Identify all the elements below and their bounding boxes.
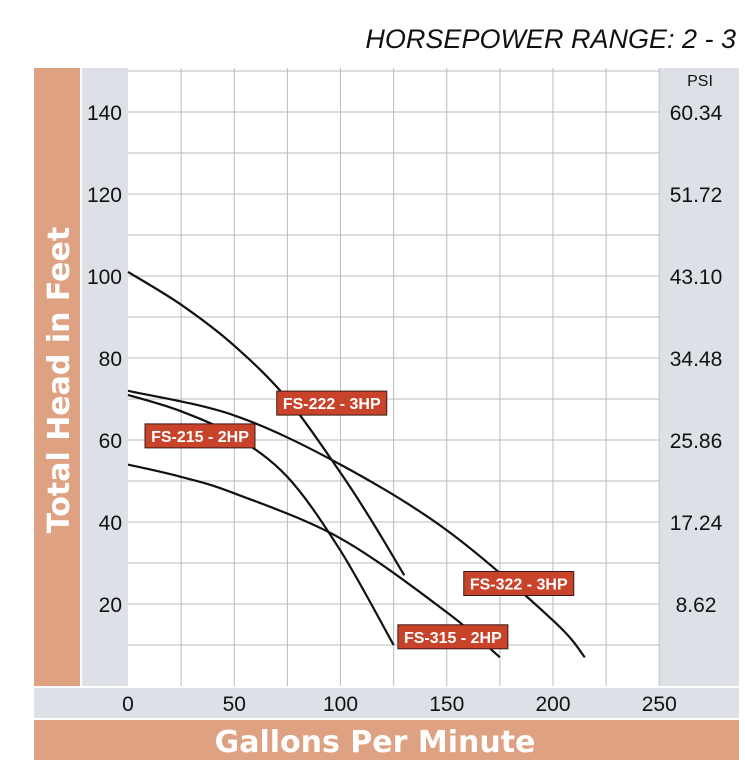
x-tick-label: 0 [122, 693, 134, 716]
y-axis-band [34, 68, 80, 686]
pump-curve [127, 389, 586, 659]
y-tick-label: 40 [99, 512, 122, 535]
x-tick-label: 250 [642, 693, 677, 716]
y-tick-label: 120 [87, 184, 122, 207]
pump-curve [127, 393, 395, 646]
y-tick-label: 100 [87, 266, 122, 289]
curve-label: FS-215 - 2HP [144, 423, 256, 449]
y-tick-label: 20 [99, 594, 122, 617]
psi-axis-label: PSI [687, 73, 713, 90]
x-tick-label: 50 [223, 693, 246, 716]
x-tick-band [34, 688, 739, 718]
curve-label-text: FS-315 - 2HP [404, 630, 502, 647]
chart-title: HORSEPOWER RANGE: 2 - 3 [365, 24, 736, 54]
psi-tick-label: 60.34 [670, 102, 723, 125]
curve-label-text: FS-322 - 3HP [470, 577, 568, 594]
curve-label: FS-315 - 2HP [397, 624, 509, 650]
y-tick-label: 80 [99, 348, 122, 371]
curve-label-text: FS-222 - 3HP [283, 396, 381, 413]
psi-tick-label: 25.86 [670, 430, 723, 453]
curve-label-box [463, 571, 575, 596]
curve-label: FS-222 - 3HP [276, 390, 388, 416]
psi-tick-label: 43.10 [670, 266, 723, 289]
x-tick-label: 100 [323, 693, 358, 716]
y-axis-label: Total Head in Feet [42, 227, 77, 533]
psi-tick-labels: 8.62 17.24 25.86 34.48 43.10 51.72 60.34 [670, 102, 723, 617]
x-tick-label: 150 [429, 693, 464, 716]
y-tick-labels: 20 40 60 80 100 120 140 [87, 102, 122, 617]
x-axis-label: Gallons Per Minute [215, 725, 536, 760]
curve-labels: FS-222 - 3HP FS-215 - 2HP FS-322 - 3HP FS-3… [144, 390, 575, 650]
psi-tick-label: 17.24 [670, 512, 723, 535]
pump-curves [127, 270, 586, 659]
y-tick-label: 140 [87, 102, 122, 125]
psi-band [662, 68, 739, 686]
curve-label: FS-322 - 3HP [463, 571, 575, 596]
curve-label-text: FS-215 - 2HP [151, 429, 249, 446]
x-tick-label: 200 [535, 693, 570, 716]
pump-curve [127, 463, 501, 659]
curve-label-box [276, 390, 388, 416]
psi-tick-label: 8.62 [676, 594, 717, 617]
psi-tick-label: 34.48 [670, 348, 723, 371]
y-tick-label: 60 [99, 430, 122, 453]
curve-label-box [144, 423, 256, 449]
x-axis-band [34, 720, 739, 760]
psi-tick-label: 51.72 [670, 184, 723, 207]
curve-label-box [397, 624, 509, 650]
x-tick-labels: 0 50 100 150 200 250 [122, 693, 677, 716]
